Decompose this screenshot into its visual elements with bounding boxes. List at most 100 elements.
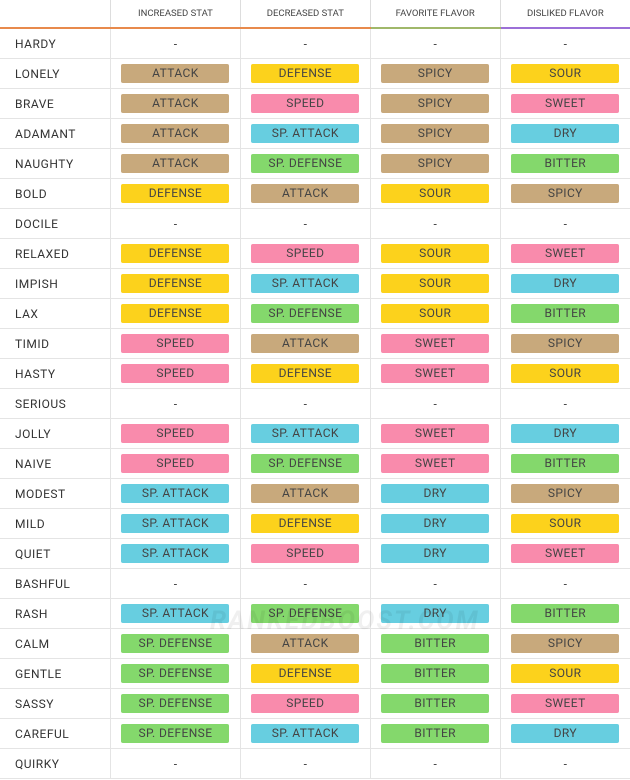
header-cell: INCREASED STAT [110,0,241,29]
row: ADAMANT ATTACK SP. ATTACK SPICY DRY [0,118,630,149]
cell: - [499,28,630,59]
cell: ATTACK [239,178,371,209]
badge: SP. DEFENSE [121,634,230,653]
cell: SP. DEFENSE [239,148,371,179]
badge: DRY [511,124,620,143]
nature-name: LAX [0,298,111,329]
badge: BITTER [381,664,490,683]
header-cell: DISLIKED FLAVOR [499,0,630,29]
nature-name: CAREFUL [0,718,111,749]
cell: SWEET [369,358,501,389]
badge: SOUR [511,364,620,383]
row: CAREFUL SP. DEFENSE SP. ATTACK BITTER DRY [0,718,630,749]
cell: SPEED [110,328,241,359]
cell: ATTACK [239,328,371,359]
badge: BITTER [381,634,490,653]
badge: SP. ATTACK [121,484,230,503]
badge: DEFENSE [121,244,230,263]
row: MILD SP. ATTACK DEFENSE DRY SOUR [0,508,630,539]
cell: BITTER [369,718,501,749]
cell: SP. ATTACK [239,268,371,299]
cell: SWEET [499,88,630,119]
cell: DEFENSE [239,358,371,389]
badge: SPICY [511,634,620,653]
row: TIMID SPEED ATTACK SWEET SPICY [0,328,630,359]
header-cell: DECREASED STAT [239,0,371,29]
badge: SPEED [251,544,360,563]
cell: ATTACK [110,58,241,89]
badge: DEFENSE [251,664,360,683]
row: QUIRKY - - - - [0,748,630,779]
row: DOCILE - - - - [0,208,630,239]
badge: BITTER [511,154,620,173]
badge: DRY [381,544,490,563]
badge: SPICY [511,184,620,203]
nature-name: RASH [0,598,111,629]
badge: BITTER [381,694,490,713]
row: BRAVE ATTACK SPEED SPICY SWEET [0,88,630,119]
cell: SOUR [369,298,501,329]
cell: SWEET [369,418,501,449]
cell: SPEED [110,358,241,389]
badge: SP. DEFENSE [251,154,360,173]
badge: DEFENSE [121,274,230,293]
badge: SOUR [511,64,620,83]
cell: - [110,568,241,599]
cell: SPEED [110,448,241,479]
cell: SPICY [499,628,630,659]
cell: SP. ATTACK [110,538,241,569]
badge: BITTER [511,454,620,473]
cell: DEFENSE [110,298,241,329]
cell: ATTACK [110,118,241,149]
cell: SOUR [499,358,630,389]
nature-name: JOLLY [0,418,111,449]
cell: SPICY [499,478,630,509]
badge: SPEED [121,364,230,383]
nature-name: CALM [0,628,111,659]
cell: SOUR [499,58,630,89]
badge: SWEET [381,454,490,473]
nature-name: NAUGHTY [0,148,111,179]
badge: ATTACK [121,94,230,113]
badge: SP. DEFENSE [251,454,360,473]
row: JOLLY SPEED SP. ATTACK SWEET DRY [0,418,630,449]
badge: BITTER [381,724,490,743]
cell: BITTER [499,448,630,479]
badge: SPEED [121,334,230,353]
row: RASH SP. ATTACK SP. DEFENSE DRY BITTER [0,598,630,629]
nature-name: SERIOUS [0,388,111,419]
badge: SPEED [251,694,360,713]
cell: SPICY [369,88,501,119]
cell: - [110,28,241,59]
cell: SWEET [499,538,630,569]
cell: - [239,208,371,239]
cell: BITTER [499,598,630,629]
badge: SP. ATTACK [251,124,360,143]
badge: SWEET [511,94,620,113]
cell: DRY [369,478,501,509]
badge: SP. ATTACK [251,274,360,293]
badge: SOUR [381,304,490,323]
badge: DRY [381,484,490,503]
cell: DEFENSE [110,268,241,299]
badge: SWEET [381,424,490,443]
nature-name: BRAVE [0,88,111,119]
badge: DRY [511,724,620,743]
row: SASSY SP. DEFENSE SPEED BITTER SWEET [0,688,630,719]
cell: SP. ATTACK [110,508,241,539]
cell: - [110,388,241,419]
cell: SP. DEFENSE [110,628,241,659]
cell: SOUR [369,238,501,269]
row: RELAXED DEFENSE SPEED SOUR SWEET [0,238,630,269]
row: SERIOUS - - - - [0,388,630,419]
cell: SP. ATTACK [239,118,371,149]
nature-name: GENTLE [0,658,111,689]
badge: SOUR [381,244,490,263]
row: IMPISH DEFENSE SP. ATTACK SOUR DRY [0,268,630,299]
cell: DRY [369,508,501,539]
cell: - [369,28,501,59]
badge: SWEET [511,544,620,563]
row: NAUGHTY ATTACK SP. DEFENSE SPICY BITTER [0,148,630,179]
badge: SP. ATTACK [251,724,360,743]
nature-name: LONELY [0,58,111,89]
